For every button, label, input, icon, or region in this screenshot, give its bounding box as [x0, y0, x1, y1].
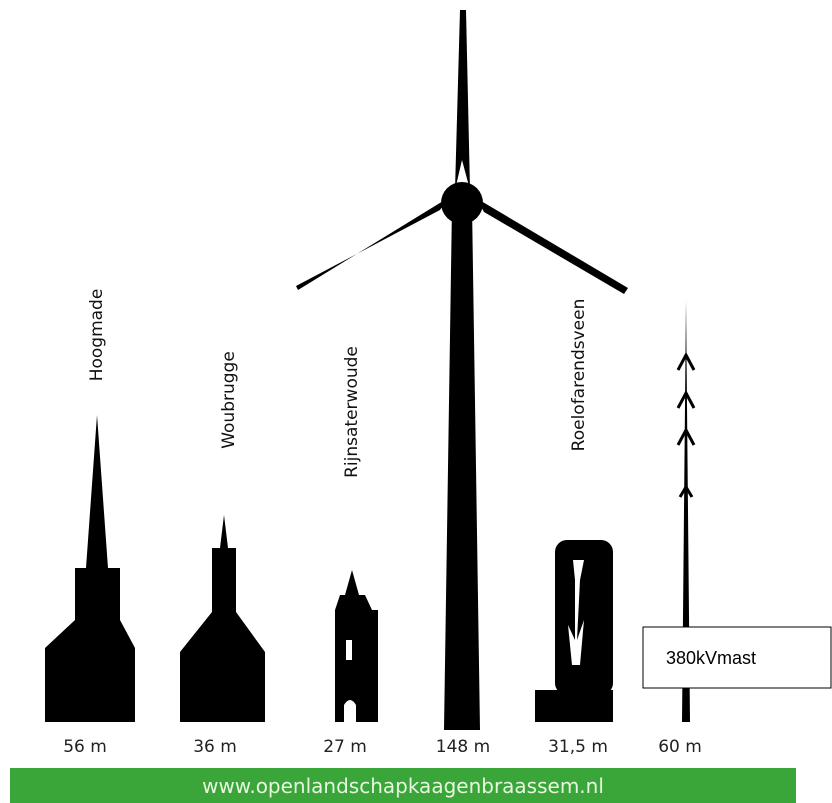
height-label: 31,5 m [548, 737, 608, 757]
structure-name: Roelofarendsveen [569, 299, 589, 452]
structure-name: Hoogmade [87, 289, 107, 382]
height-label: 148 m [436, 737, 490, 757]
height-label: 36 m [193, 737, 237, 757]
structure-name: Rijnsaterwoude [342, 346, 362, 478]
height-label: 27 m [323, 737, 367, 757]
infographic: Hoogmade Woubrugge Rijnsaterwoude Roelof… [0, 0, 832, 803]
structure-name: Woubrugge [219, 351, 239, 449]
height-label: 56 m [63, 737, 107, 757]
footer-url: www.openlandschapkaagenbraassem.nl [202, 774, 604, 798]
callout-text: 380kVmast [666, 648, 756, 668]
height-label: 60 m [658, 737, 702, 757]
